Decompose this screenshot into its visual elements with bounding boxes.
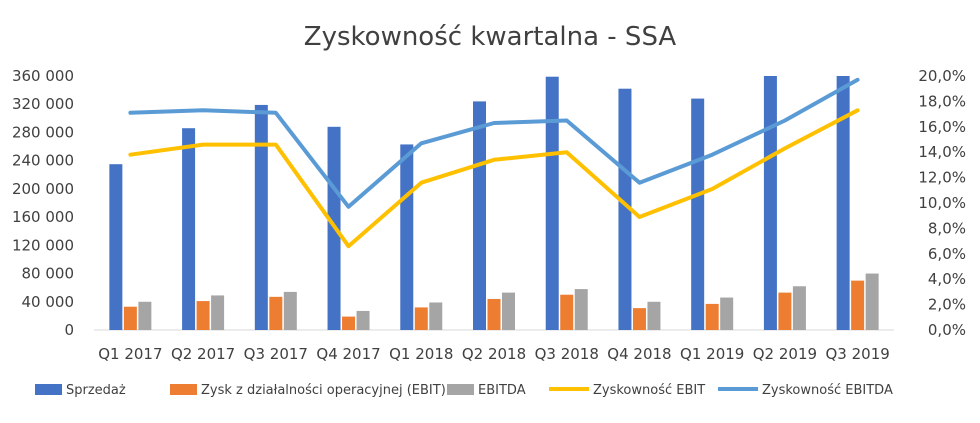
y2-tick-label: 14,0% bbox=[918, 143, 966, 161]
x-tick-label: Q1 2017 bbox=[98, 345, 162, 363]
x-tick-label: Q3 2019 bbox=[825, 345, 889, 363]
bar bbox=[109, 164, 123, 330]
y-tick-label: 0 bbox=[64, 321, 74, 339]
bar bbox=[123, 306, 137, 330]
y-tick-label: 360 000 bbox=[12, 67, 74, 85]
bar bbox=[720, 297, 734, 330]
legend-swatch bbox=[447, 384, 474, 395]
bar bbox=[647, 301, 661, 330]
legend-label: EBITDA bbox=[478, 383, 526, 398]
y2-tick-label: 0,0% bbox=[928, 321, 966, 339]
bar bbox=[502, 292, 515, 330]
y2-tick-label: 16,0% bbox=[918, 118, 966, 136]
y2-tick-label: 10,0% bbox=[918, 194, 966, 212]
y-tick-label: 240 000 bbox=[12, 152, 74, 170]
y2-tick-label: 2,0% bbox=[928, 296, 966, 314]
series-line bbox=[128, 108, 860, 249]
bar bbox=[356, 310, 370, 330]
y2-tick-label: 8,0% bbox=[928, 219, 966, 237]
bar bbox=[283, 291, 297, 330]
legend-label: Zyskowność EBIT bbox=[593, 383, 705, 398]
legend-swatch bbox=[35, 384, 62, 395]
y-tick-label: 280 000 bbox=[12, 123, 74, 141]
y2-tick-label: 6,0% bbox=[928, 245, 966, 263]
bar bbox=[254, 104, 268, 330]
y2-tick-label: 4,0% bbox=[928, 270, 966, 288]
legend-label: Zyskowność EBITDA bbox=[762, 383, 893, 398]
y2-tick-label: 20,0% bbox=[918, 67, 966, 85]
bar bbox=[400, 144, 414, 330]
y-tick-label: 40 000 bbox=[22, 293, 75, 311]
bar bbox=[632, 308, 646, 330]
legend-swatch bbox=[170, 384, 197, 395]
y-tick-label: 120 000 bbox=[12, 236, 74, 254]
x-tick-label: Q1 2018 bbox=[389, 345, 453, 363]
bar bbox=[705, 303, 719, 330]
chart-title: Zyskowność kwartalna - SSA bbox=[304, 22, 677, 52]
series-line bbox=[128, 77, 860, 209]
x-tick-label: Q4 2018 bbox=[607, 345, 671, 363]
bar bbox=[792, 286, 806, 330]
bar bbox=[618, 88, 632, 330]
bar bbox=[763, 76, 777, 330]
bar bbox=[196, 301, 210, 330]
x-tick-label: Q3 2017 bbox=[244, 345, 308, 363]
x-tick-label: Q2 2019 bbox=[753, 345, 817, 363]
y2-tick-label: 18,0% bbox=[918, 92, 966, 110]
plot-area: 0 40 000 80 000 120 000 160 000 200 000 240 00… bbox=[12, 67, 966, 363]
bar bbox=[778, 292, 792, 330]
x-tick-label: Q4 2017 bbox=[316, 345, 380, 363]
bar bbox=[574, 289, 588, 330]
bar bbox=[836, 76, 850, 330]
bar bbox=[851, 280, 865, 330]
legend: Sprzedaż Zysk z działalności operacyjnej … bbox=[35, 383, 893, 398]
bar bbox=[414, 307, 428, 330]
y-tick-label: 160 000 bbox=[12, 208, 74, 226]
bar bbox=[473, 101, 486, 331]
bar bbox=[211, 295, 225, 330]
bar bbox=[342, 316, 356, 330]
y2-tick-label: 12,0% bbox=[918, 169, 966, 187]
legend-label: Sprzedaż bbox=[66, 383, 126, 398]
bar bbox=[138, 301, 152, 330]
x-tick-label: Q2 2018 bbox=[462, 345, 526, 363]
bar bbox=[182, 128, 196, 330]
bar bbox=[545, 76, 559, 330]
y-tick-label: 200 000 bbox=[12, 180, 74, 198]
bar bbox=[691, 98, 705, 330]
x-tick-label: Q2 2017 bbox=[171, 345, 235, 363]
legend-label: Zysk z działalności operacyjnej (EBIT) bbox=[201, 383, 446, 398]
y-tick-label: 80 000 bbox=[22, 265, 75, 283]
bar bbox=[865, 273, 879, 330]
bar bbox=[487, 298, 501, 330]
bar bbox=[560, 294, 574, 330]
x-tick-label: Q3 2018 bbox=[535, 345, 599, 363]
x-tick-label: Q1 2019 bbox=[680, 345, 744, 363]
bar bbox=[269, 296, 283, 330]
y-tick-label: 320 000 bbox=[12, 95, 74, 113]
bar bbox=[429, 302, 443, 330]
